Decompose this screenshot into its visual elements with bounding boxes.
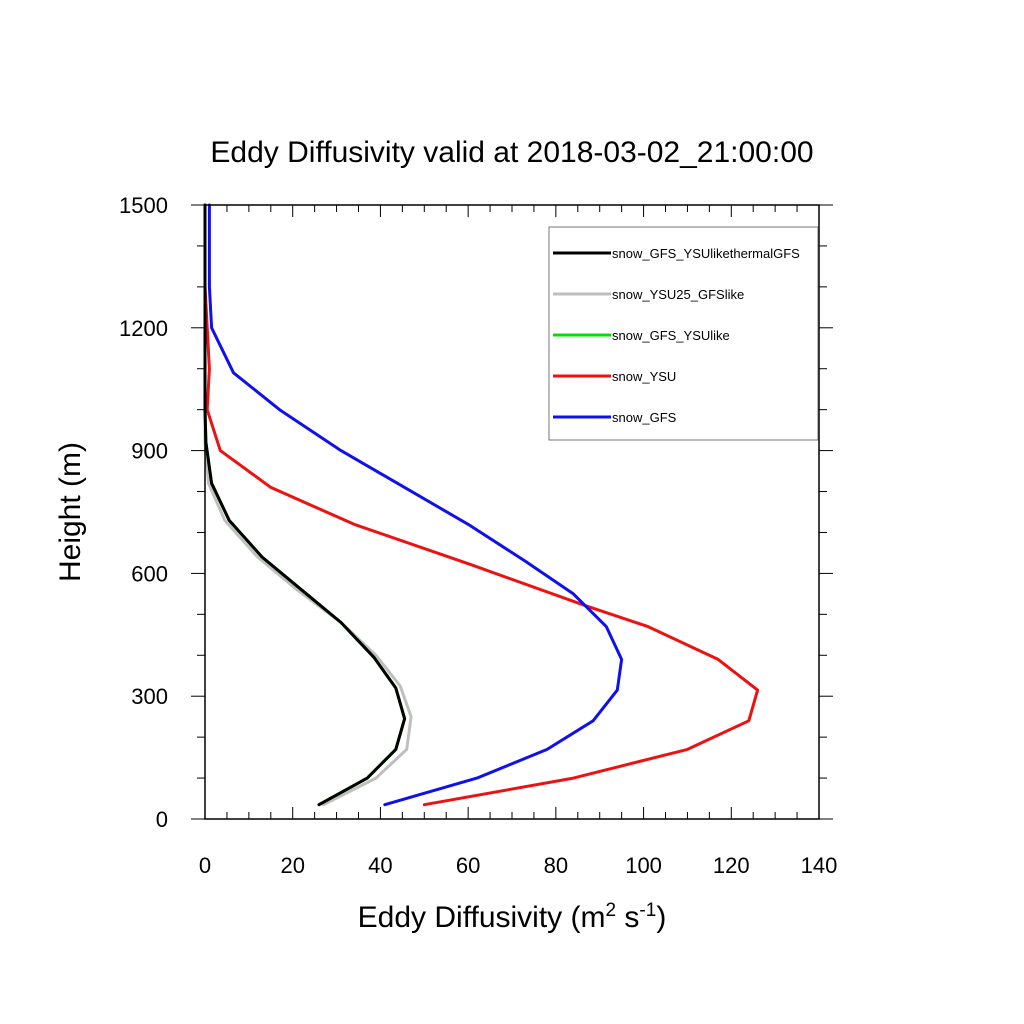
legend-label: snow_GFS: [612, 410, 677, 425]
y-tick-label: 0: [156, 807, 168, 832]
x-axis-label-sup1: 2: [606, 900, 617, 921]
chart-title: Eddy Diffusivity valid at 2018-03-02_21:…: [210, 136, 813, 169]
x-axis-label-mid: s: [616, 901, 639, 934]
x-tick-label: 100: [625, 853, 662, 878]
x-tick-label: 40: [368, 853, 392, 878]
y-tick-label: 900: [131, 439, 168, 464]
y-axis: 0 300 600 900 1200 1500: [119, 193, 833, 832]
x-axis-label-base: Eddy Diffusivity (m: [358, 901, 606, 934]
x-axis-label-sup2: -1: [639, 900, 656, 921]
y-tick-label: 600: [131, 561, 168, 586]
series-line-snow-gfs-ysulikethermalgfs: [203, 203, 407, 807]
x-tick-label: 140: [801, 853, 838, 878]
x-tick-label: 80: [544, 853, 568, 878]
y-tick-label: 1200: [119, 316, 168, 341]
y-tick-label: 1500: [119, 193, 168, 218]
legend-label: snow_GFS_YSUlike: [612, 328, 730, 343]
x-axis-label: Eddy Diffusivity (m2 s-1): [358, 900, 667, 934]
series-line-snow-ysu: [203, 203, 760, 807]
legend-label: snow_GFS_YSUlikethermalGFS: [612, 246, 800, 261]
series-line-snow-gfs: [207, 203, 624, 807]
legend-label: snow_YSU25_GFSlike: [612, 287, 744, 302]
x-axis: 0 20 40 60 80 100 120 140: [199, 205, 837, 878]
x-tick-label: 0: [199, 853, 211, 878]
x-tick-label: 60: [456, 853, 480, 878]
y-tick-label: 300: [131, 684, 168, 709]
y-axis-label: Height (m): [54, 442, 87, 582]
series-line-snow-gfs-ysulike: [203, 203, 407, 807]
x-tick-label: 20: [280, 853, 304, 878]
x-axis-label-end: ): [656, 901, 666, 934]
x-tick-label: 120: [713, 853, 750, 878]
legend-label: snow_YSU: [612, 369, 676, 384]
legend: snow_GFS_YSUlikethermalGFS snow_YSU25_GFS…: [548, 226, 819, 441]
